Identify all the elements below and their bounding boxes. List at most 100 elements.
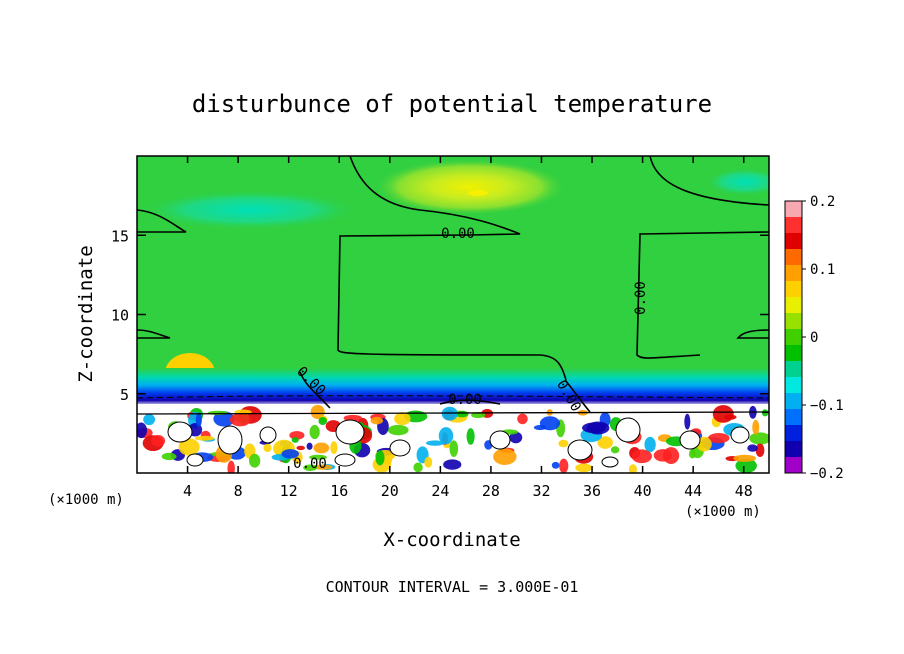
turbulence-patch	[466, 428, 475, 445]
turbulence-patch	[752, 419, 760, 435]
x-tick-label: 24	[431, 482, 449, 500]
turbulence-patch	[296, 445, 305, 451]
turbulence-patch	[735, 458, 757, 473]
turbulence-patch	[195, 412, 202, 427]
turbulence-patch	[313, 464, 333, 470]
y-axis-label: Z-coordinate	[75, 245, 97, 382]
x-axis-label: X-coordinate	[383, 529, 520, 551]
turbulence-patch	[387, 424, 409, 436]
turbulence-patch	[194, 435, 215, 441]
turbulence-patch	[755, 443, 765, 457]
turbulence-patch	[653, 449, 673, 462]
turbulence-patch	[559, 458, 569, 473]
turbulence-patch	[227, 460, 235, 473]
colorbar-tick-label: 0	[810, 330, 818, 346]
turbulence-cell	[489, 430, 511, 450]
turbulence-cell	[615, 417, 641, 443]
turbulence-patch	[330, 441, 338, 455]
turbulence-patch	[309, 424, 320, 440]
turbulence-patch	[707, 433, 730, 444]
colorbar-swatch	[785, 457, 802, 474]
turbulence-patch	[493, 448, 517, 465]
x-tick-label: 20	[381, 482, 399, 500]
turbulence-cell	[389, 439, 411, 457]
colorbar-swatch	[785, 377, 802, 394]
turbulence-cell	[167, 421, 193, 443]
turbulence-cell	[679, 430, 701, 450]
turbulence-patch	[303, 464, 318, 471]
turbulence-patch	[747, 444, 758, 452]
turbulence-patch	[644, 436, 656, 453]
turbulence-patch	[517, 413, 528, 425]
turbulence-cell	[186, 453, 204, 467]
turbulence-patch	[310, 404, 325, 420]
colorbar-swatch	[785, 361, 802, 378]
turbulence-patch	[712, 405, 734, 423]
y-tick-label: 5	[120, 386, 129, 404]
colorbar-tick-label: −0.2	[810, 466, 844, 482]
colorbar-swatch	[785, 217, 802, 234]
turbulence-patch	[441, 406, 458, 421]
turbulence-patch	[249, 453, 261, 468]
colorbar-swatch	[785, 249, 802, 266]
turbulence-patch	[539, 416, 561, 431]
turbulence-patch	[291, 437, 299, 443]
turbulence-cell	[730, 426, 750, 444]
x-tick-label: 8	[234, 482, 243, 500]
turbulence-patch	[749, 432, 769, 445]
turbulence-patch	[761, 409, 769, 417]
colorbar-tick-label: 0.2	[810, 194, 835, 210]
x-axis-unit-left: (×1000 m)	[48, 492, 124, 508]
colorbar-swatch	[785, 441, 802, 458]
x-axis-unit-right: (×1000 m)	[685, 504, 761, 520]
turbulence-patch	[161, 452, 177, 461]
colorbar-swatch	[785, 393, 802, 410]
colorbar-swatch	[785, 313, 802, 330]
x-tick-label: 44	[684, 482, 702, 500]
turbulence-cell	[567, 439, 593, 461]
contour-label: 0.00	[448, 392, 482, 408]
turbulence-patch	[143, 414, 156, 426]
turbulence-cell	[259, 426, 277, 444]
turbulence-patch	[438, 427, 454, 445]
contour-label: 0.00	[633, 281, 649, 315]
turbulence-patch	[443, 459, 462, 470]
contour-label: 0.00	[293, 456, 327, 472]
x-tick-label: 4	[183, 482, 192, 500]
colorbar: 0.2 0.1 0 −0.1 −0.2	[784, 194, 844, 482]
colorbar-swatch	[785, 265, 802, 282]
turbulence-patch	[213, 411, 235, 427]
turbulence-patch	[597, 436, 613, 449]
x-tick-label: 36	[583, 482, 601, 500]
turbulence-patch	[424, 456, 433, 468]
contour-lines	[136, 155, 770, 415]
turbulence-patch	[425, 440, 445, 446]
y-axis: 5 10 15	[111, 227, 769, 404]
turbulence-patch	[229, 413, 251, 427]
turbulence-patch	[551, 461, 560, 469]
x-axis: 4 8 12 16 20 24 28 32 36 40 44 48	[183, 156, 753, 500]
colorbar-tick-label: 0.1	[810, 262, 835, 278]
turbulence-patch	[631, 449, 652, 464]
turbulence-patch	[263, 443, 272, 453]
colorbar-tick-label: −0.1	[810, 398, 844, 414]
turbulence-patch	[575, 463, 593, 473]
y-tick-label: 10	[111, 307, 129, 325]
turbulence-cell	[335, 419, 365, 445]
contour-label: 0.00	[441, 226, 475, 242]
turbulence-cell	[601, 456, 619, 468]
turbulence-patch	[313, 442, 330, 454]
x-tick-label: 40	[634, 482, 652, 500]
chart-title: disturbunce of potential temperature	[192, 90, 712, 118]
heatmap-field	[137, 156, 769, 473]
x-tick-label: 48	[735, 482, 753, 500]
turbulence-patch	[610, 446, 620, 454]
turbulence-cell	[334, 453, 356, 467]
turbulence-patch	[318, 416, 327, 426]
turbulence-patch	[309, 454, 327, 460]
turbulence-patch	[281, 449, 299, 459]
colorbar-swatch	[785, 297, 802, 314]
turbulence-patch	[628, 464, 637, 473]
